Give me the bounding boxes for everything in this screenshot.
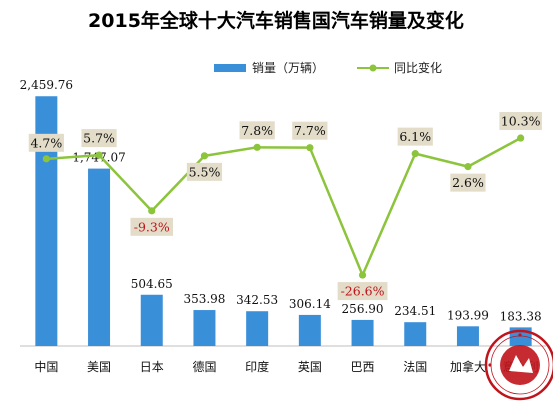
bar-value-label: 234.51 <box>394 304 436 318</box>
growth-label-box <box>450 173 486 192</box>
bar-日本 <box>140 294 163 346</box>
growth-label-box <box>186 162 223 181</box>
growth-label-text: 5.5% <box>189 164 221 179</box>
watermark-seal-image <box>484 329 553 401</box>
growth-label-text: 7.8% <box>241 123 273 138</box>
bar-value-label: 256.90 <box>342 302 384 316</box>
growth-label-text: -26.6% <box>341 284 385 299</box>
growth-value-label: 4.7% <box>28 133 64 152</box>
growth-label-text: 10.3% <box>501 114 541 129</box>
bar-value-label: 353.98 <box>183 292 225 306</box>
legend-bar-label: 销量（万辆） <box>252 61 324 75</box>
growth-value-label: 7.8% <box>239 121 275 140</box>
bar-value-label: 342.53 <box>236 293 278 307</box>
bar-美国 <box>88 168 111 346</box>
growth-point <box>464 163 472 171</box>
growth-value-label: 5.7% <box>81 129 117 148</box>
growth-label-text: -9.3% <box>134 219 170 234</box>
growth-point <box>200 152 209 160</box>
legend: 销量（万辆） 同比变化 <box>214 60 442 75</box>
growth-label-box <box>337 282 388 301</box>
growth-label-text: 4.7% <box>30 135 62 150</box>
growth-label-box <box>81 129 117 148</box>
growth-point <box>411 150 419 158</box>
bar-法国 <box>404 322 427 346</box>
growth-point <box>517 134 525 142</box>
legend-bar-swatch <box>214 64 246 72</box>
growth-value-label: 2.6% <box>450 173 486 192</box>
category-labels: 中国美国日本德国印度英国巴西法国加拿大意大利 <box>34 359 538 374</box>
category-label: 中国 <box>34 359 58 374</box>
growth-value-label: 6.1% <box>397 127 433 146</box>
growth-label-box <box>239 121 275 140</box>
growth-label-text: 6.1% <box>399 129 431 144</box>
growth-value-label: 7.7% <box>292 121 328 140</box>
growth-value-label: 10.3% <box>499 112 542 131</box>
bar-加拿大 <box>456 326 479 346</box>
growth-point <box>358 271 367 279</box>
growth-point <box>148 207 156 215</box>
growth-line <box>46 136 522 277</box>
category-label: 印度 <box>245 359 269 374</box>
bar-value-label: 183.38 <box>500 309 542 323</box>
bar-value-label: 2,459.76 <box>20 78 73 92</box>
growth-label-box <box>397 127 433 146</box>
growth-label-box <box>292 121 328 140</box>
bar-英国 <box>298 314 321 346</box>
bar-中国 <box>35 96 58 347</box>
growth-line-series <box>42 134 525 279</box>
category-label: 加拿大 <box>450 359 486 374</box>
growth-value-labels: 4.7% 5.7% -9.3% 5.5% 7.8% 7.7% -26.6% 6.1% 2.6% 1… <box>28 112 542 301</box>
category-label: 法国 <box>403 360 427 374</box>
category-label: 德国 <box>192 359 216 374</box>
chart-title: 2015年全球十大汽车销售国汽车销量及变化 <box>88 9 464 32</box>
bar-德国 <box>193 310 216 346</box>
growth-point <box>306 144 314 152</box>
growth-label-box <box>28 133 64 152</box>
category-label: 日本 <box>140 360 164 374</box>
growth-value-label: -9.3% <box>130 217 173 236</box>
growth-point <box>42 155 50 163</box>
bar-value-labels: 2,459.761,747.07504.65353.98342.53306.14… <box>20 78 542 323</box>
growth-label-text: 2.6% <box>452 175 484 190</box>
category-label: 巴西 <box>351 360 375 374</box>
bar-series <box>35 96 532 347</box>
bar-value-label: 193.99 <box>447 308 489 322</box>
growth-label-text: 5.7% <box>83 131 115 146</box>
growth-point <box>253 143 261 151</box>
bar-value-label: 504.65 <box>131 277 173 291</box>
category-label: 英国 <box>298 360 322 374</box>
legend-line-label: 同比变化 <box>394 60 442 75</box>
growth-value-label: 5.5% <box>186 162 223 181</box>
bar-印度 <box>246 311 269 346</box>
growth-label-text: 7.7% <box>294 123 326 138</box>
growth-label-box <box>130 217 173 236</box>
growth-value-label: -26.6% <box>337 282 388 301</box>
category-label: 美国 <box>87 360 111 374</box>
bar-巴西 <box>351 319 374 346</box>
bar-value-label: 306.14 <box>289 297 331 311</box>
legend-line-marker <box>369 64 377 72</box>
growth-label-box <box>499 112 542 131</box>
growth-point <box>95 151 103 159</box>
